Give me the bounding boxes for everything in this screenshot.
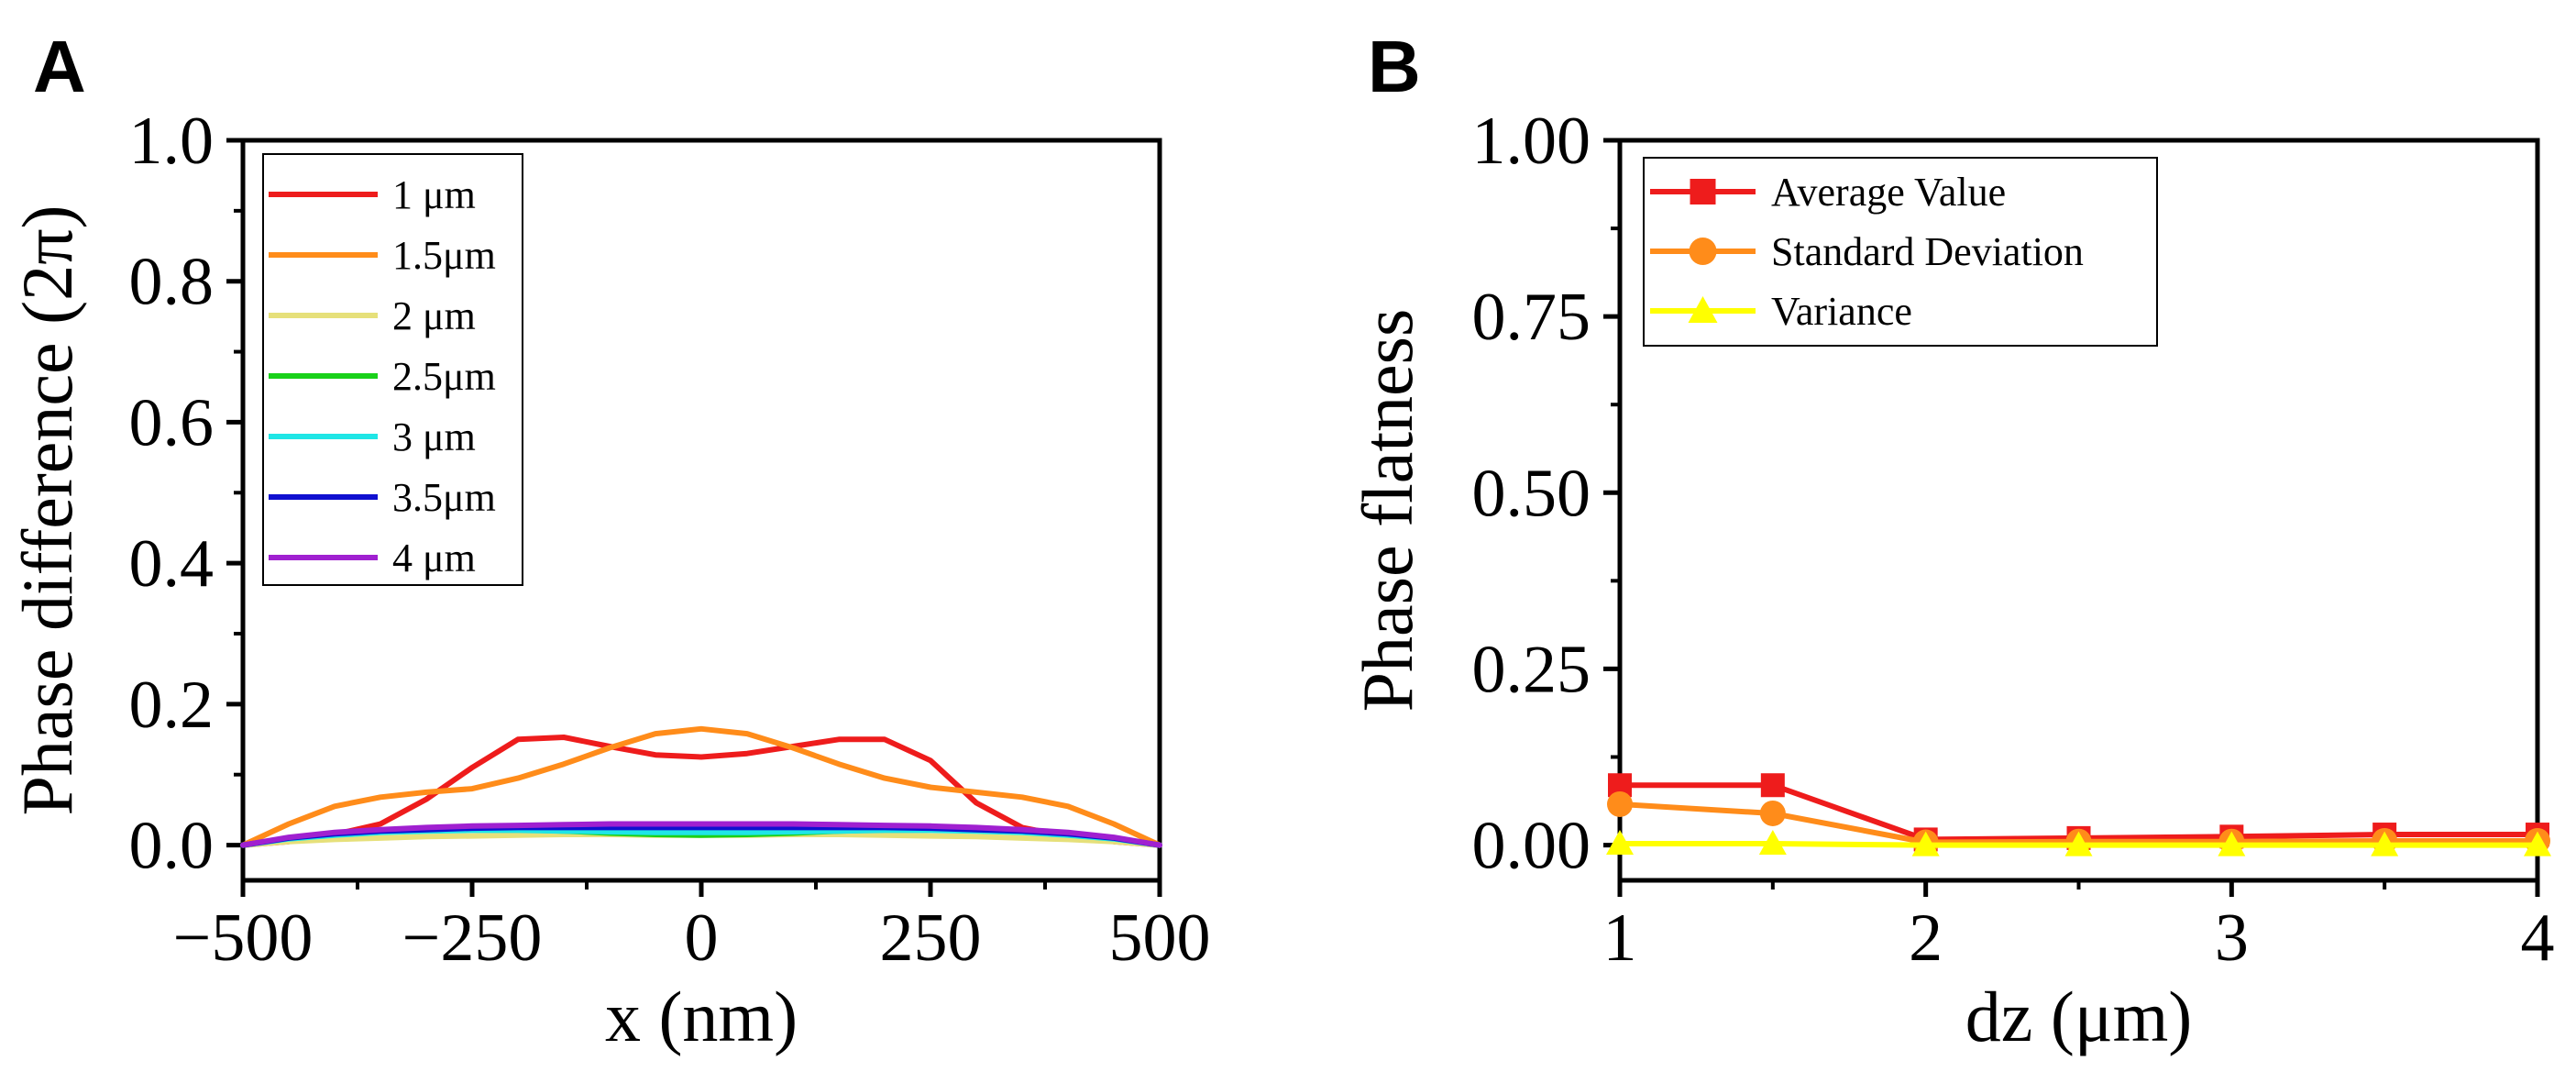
panel-b-series-variance-point xyxy=(2218,831,2246,856)
panel-a-series-4-m-line xyxy=(240,821,1162,848)
panel-a-x-tick-label: −250 xyxy=(402,901,543,976)
panel-a-x-tick-label: −500 xyxy=(173,901,314,976)
panel-b-x-tick-label: 4 xyxy=(2521,901,2555,976)
panel-b-y-tick-label: 0.25 xyxy=(1472,632,1591,707)
panel-b-legend-label: Variance xyxy=(1771,289,1912,334)
panel-b-x-tick-label: 1 xyxy=(1603,901,1637,976)
panel-b-x-axis-title: dz (μm) xyxy=(1965,977,2193,1056)
panel-a-y-tick-label: 0.8 xyxy=(129,245,215,320)
panel-a-x-axis-title: x (nm) xyxy=(605,977,798,1056)
panel-letter-b: B xyxy=(1368,26,1421,107)
panel-a-chart: −500 −250 0 250 500 0.0 0.2 0.4 0.6 0.8 1.0 x (nm) P… xyxy=(7,104,1211,1056)
panel-b-y-tick-label: 0.50 xyxy=(1472,456,1591,531)
panel-b-y-tick-label: 0.75 xyxy=(1472,280,1591,355)
panel-a-legend-label: 1 μm xyxy=(392,172,476,217)
panel-a-x-tick-label: 250 xyxy=(880,901,982,976)
panel-b-x-tick-label: 3 xyxy=(2215,901,2249,976)
panel-a-y-tick-label: 1.0 xyxy=(129,104,215,179)
panel-a-legend-label: 2 μm xyxy=(392,293,476,338)
panel-b-x-tick-label: 2 xyxy=(1909,901,1943,976)
panel-b-legend-marker xyxy=(1688,296,1718,323)
panel-b-series-variance-point xyxy=(2371,831,2399,856)
panel-letter-a: A xyxy=(33,26,86,107)
panel-b-y-tick-label: 0.00 xyxy=(1472,809,1591,884)
panel-b-series-average-value-point xyxy=(1760,773,1785,798)
panel-a-legend-label: 3 μm xyxy=(392,414,476,459)
panel-b-series-variance-point xyxy=(1911,831,1940,856)
panel-b-legend-label: Average Value xyxy=(1771,170,2006,215)
panel-a-y-tick-label: 0.4 xyxy=(129,526,215,602)
panel-b-y-tick-label: 1.00 xyxy=(1472,104,1591,179)
panel-a-legend-label: 3.5μm xyxy=(392,475,496,520)
panel-a-series-1p5-m-line xyxy=(240,725,1162,848)
panel-b-series-variance-point xyxy=(2064,831,2093,856)
panel-a-legend-label: 2.5μm xyxy=(392,354,496,399)
panel-b-series-standard-deviation-point xyxy=(1759,800,1786,826)
panel-a-y-tick-label: 0.0 xyxy=(129,809,215,884)
panel-b-y-axis-title: Phase flatness xyxy=(1348,309,1427,713)
panel-a-x-tick-label: 0 xyxy=(685,901,719,976)
panel-a-y-axis-title: Phase difference (2π) xyxy=(7,205,87,816)
panel-b-series-variance-point xyxy=(1606,830,1634,856)
panel-b-legend-marker xyxy=(1690,179,1716,204)
panel-b-series-variance-point xyxy=(1758,830,1787,856)
panel-a-series-1-m-line xyxy=(240,735,1162,848)
panel-b-legend-marker xyxy=(1689,238,1717,265)
panel-b-series-variance-point xyxy=(2524,831,2551,856)
panel-a-y-tick-label: 0.2 xyxy=(129,668,215,743)
panel-b-chart: 1 2 3 4 0.00 0.25 0.50 0.75 1.00 dz (μm) Phase fla… xyxy=(1348,104,2555,1056)
panel-a-x-tick-label: 500 xyxy=(1109,901,1211,976)
panel-a-legend-label: 4 μm xyxy=(392,536,476,580)
panel-b-series-standard-deviation-point xyxy=(1607,790,1633,817)
panel-a-legend-box xyxy=(262,153,523,586)
panel-a-legend-label: 1.5μm xyxy=(392,233,496,278)
panel-a-y-tick-label: 0.6 xyxy=(129,385,215,460)
panel-b-legend-label: Standard Deviation xyxy=(1771,229,2084,274)
